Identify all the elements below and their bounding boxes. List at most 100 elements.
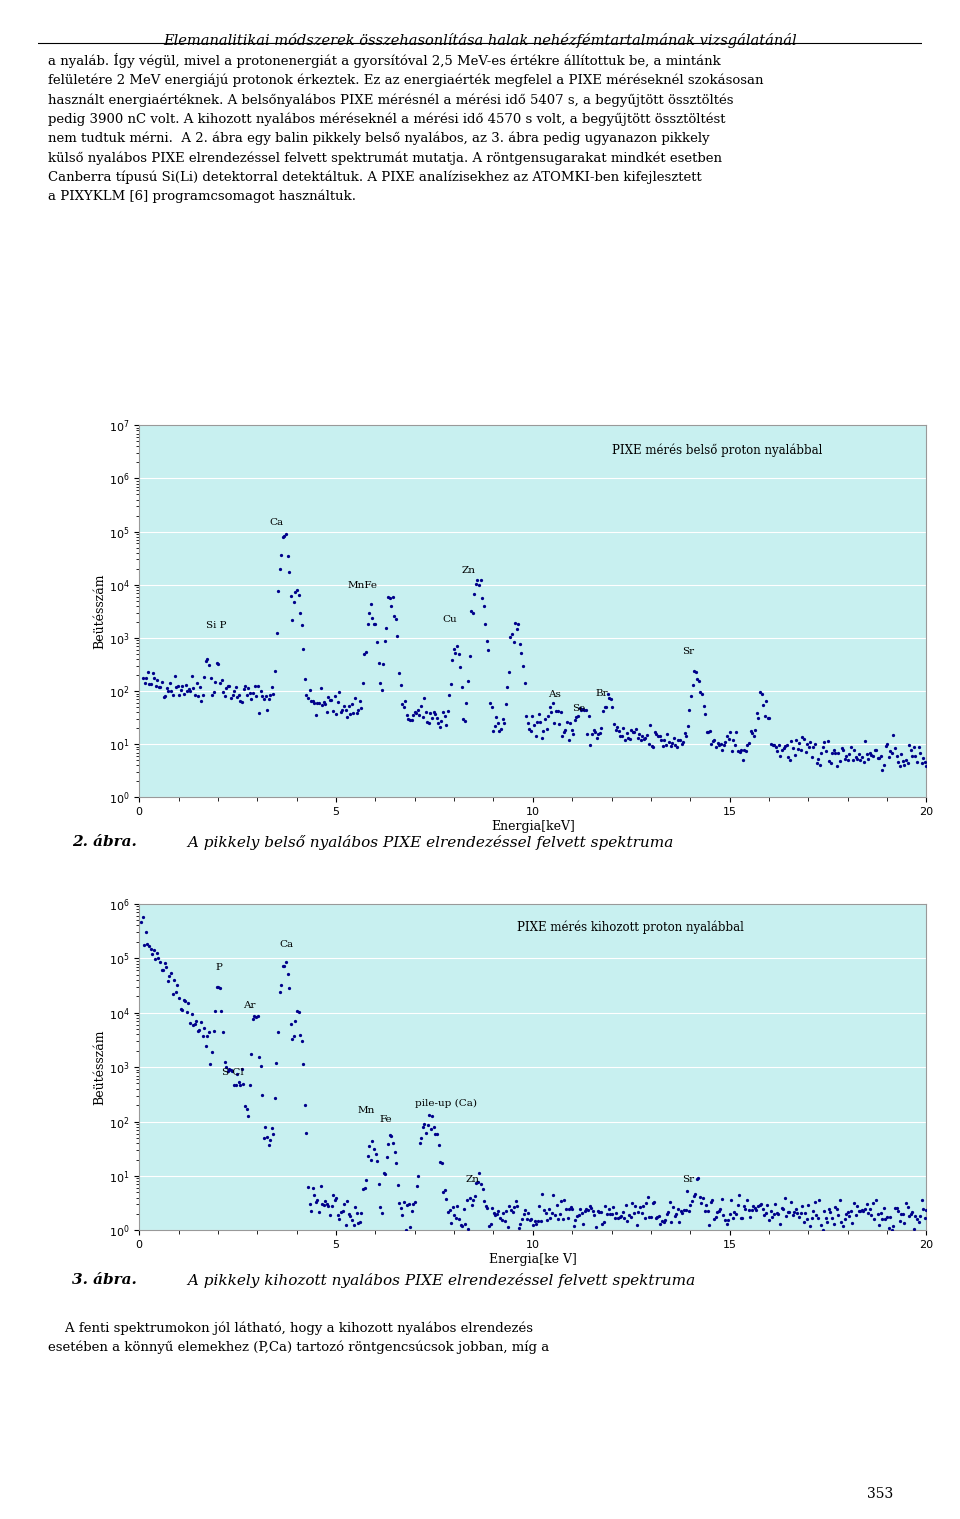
Point xyxy=(203,665,218,690)
Point xyxy=(306,691,322,715)
Point xyxy=(909,1208,924,1232)
Point xyxy=(305,1176,321,1200)
Point xyxy=(165,983,180,1007)
Point xyxy=(215,1019,230,1044)
Text: P: P xyxy=(216,963,223,972)
Point xyxy=(873,1202,888,1226)
Point xyxy=(300,1174,316,1198)
Point xyxy=(145,942,160,966)
Point xyxy=(434,708,449,732)
Point xyxy=(423,1116,439,1141)
Point xyxy=(838,1202,853,1226)
Point xyxy=(171,986,186,1010)
Point xyxy=(283,1012,299,1036)
Point xyxy=(153,951,168,975)
Point xyxy=(818,740,833,764)
Point xyxy=(581,1197,596,1221)
Point xyxy=(694,682,709,706)
Point xyxy=(572,1197,588,1221)
Point xyxy=(264,676,279,700)
Point xyxy=(575,697,590,722)
Point xyxy=(464,1192,479,1217)
Point xyxy=(903,738,919,763)
Point xyxy=(661,729,677,753)
Point xyxy=(823,1200,838,1224)
Point xyxy=(870,1202,885,1226)
Point xyxy=(793,1200,808,1224)
Point xyxy=(259,1124,275,1148)
Point xyxy=(222,1057,237,1082)
Point xyxy=(775,738,790,763)
Point xyxy=(348,700,364,725)
Point xyxy=(684,684,699,708)
Point xyxy=(445,1194,461,1218)
Point xyxy=(328,1186,344,1211)
Point xyxy=(269,621,284,646)
Point xyxy=(358,1168,373,1192)
Point xyxy=(182,679,198,703)
Point xyxy=(217,1050,232,1074)
Point xyxy=(305,688,321,712)
Point xyxy=(550,699,565,723)
Point xyxy=(606,1195,621,1220)
Point xyxy=(311,691,326,715)
Point xyxy=(313,676,328,700)
Point xyxy=(540,1208,555,1232)
Point xyxy=(879,732,895,756)
Point xyxy=(877,1206,893,1230)
Point xyxy=(397,1218,413,1243)
Point xyxy=(387,605,402,629)
Point xyxy=(325,699,341,723)
Point xyxy=(847,738,862,763)
Point xyxy=(459,1188,474,1212)
Point xyxy=(511,612,526,636)
Point xyxy=(764,1205,780,1229)
Point xyxy=(691,668,707,693)
Point xyxy=(792,731,807,755)
Point xyxy=(917,1206,932,1230)
Point xyxy=(516,671,532,696)
Point xyxy=(247,1004,262,1028)
Point xyxy=(146,937,161,962)
Point xyxy=(706,729,721,753)
Text: As: As xyxy=(548,690,562,699)
Point xyxy=(899,747,914,772)
Point xyxy=(409,700,424,725)
Point xyxy=(462,644,477,668)
Point xyxy=(316,690,331,714)
Point xyxy=(468,1171,484,1195)
Point xyxy=(328,702,344,726)
Point xyxy=(774,1195,789,1220)
Point xyxy=(852,1198,868,1223)
Point xyxy=(502,1194,517,1218)
Point xyxy=(193,1010,208,1034)
Point xyxy=(570,705,586,729)
Point xyxy=(151,674,166,699)
Point xyxy=(589,726,605,750)
Point xyxy=(857,1197,873,1221)
Point xyxy=(803,1214,818,1238)
Point xyxy=(633,1195,648,1220)
Point xyxy=(914,1188,929,1212)
Point xyxy=(895,749,910,773)
Point xyxy=(693,681,708,705)
Point xyxy=(728,732,743,756)
Point xyxy=(439,712,454,737)
Point xyxy=(352,1211,368,1235)
Point xyxy=(761,1208,777,1232)
Point xyxy=(259,697,275,722)
Point xyxy=(254,684,270,708)
Point xyxy=(640,1185,656,1209)
Point xyxy=(530,709,545,734)
Point xyxy=(207,670,223,694)
Point xyxy=(642,1205,658,1229)
Point xyxy=(424,1104,440,1129)
Point xyxy=(456,1197,471,1221)
Point xyxy=(821,1197,836,1221)
Point xyxy=(400,706,416,731)
Point xyxy=(288,1009,303,1033)
Point xyxy=(385,585,400,609)
Point xyxy=(310,1188,325,1212)
Point xyxy=(324,688,339,712)
Point xyxy=(377,629,393,653)
